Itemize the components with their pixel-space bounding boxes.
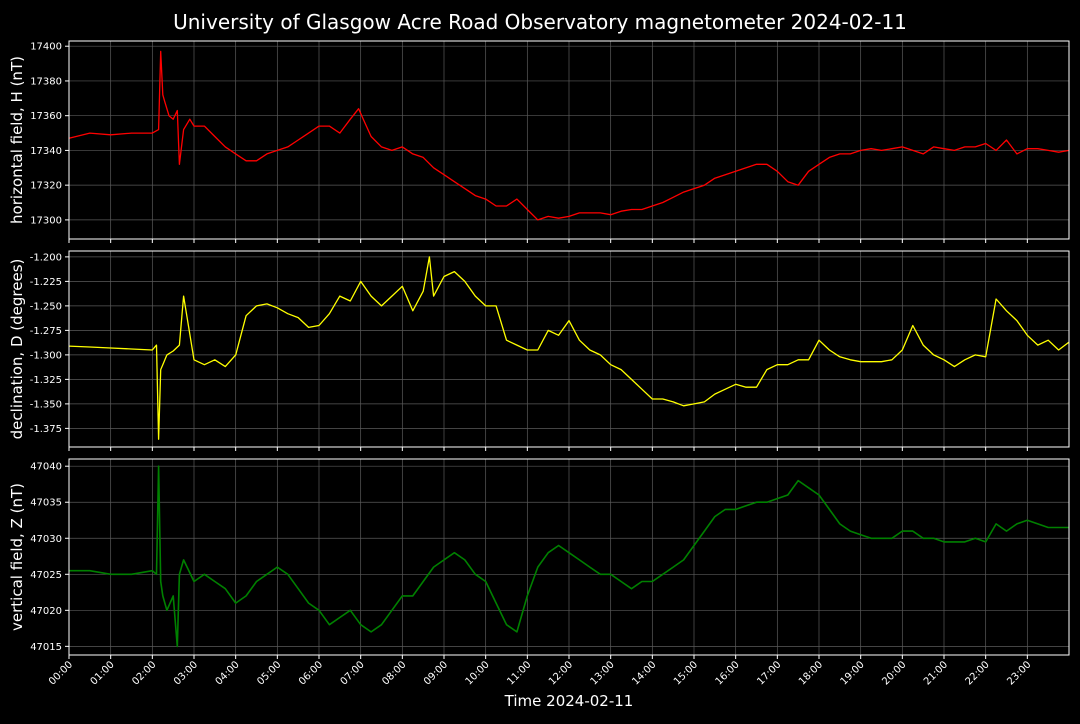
y-tick-label: -1.275: [30, 326, 62, 337]
x-axis-label: Time 2024-02-11: [504, 692, 634, 710]
y-tick-label: 17400: [30, 42, 62, 53]
y-tick-label: 47030: [30, 534, 62, 545]
y-tick-label: -1.300: [30, 350, 62, 361]
series-line: [68, 50, 1070, 221]
y-tick-label: 47020: [30, 606, 62, 617]
panel-2: -1.375 -1.350 -1.325 -1.300 -1.275 -1.250 -1.2…: [8, 250, 1070, 451]
y-tick-label: 17360: [30, 111, 62, 122]
y-tick-label: -1.250: [30, 301, 62, 312]
y-tick-label: 47040: [30, 462, 62, 473]
y-tick-label: 17340: [30, 146, 62, 157]
panel-3: 47015 47020 47025 47030 47035 47040 vertical f…: [8, 458, 1070, 659]
series-line: [69, 465, 1069, 648]
y-tick-label: -1.200: [30, 252, 62, 263]
y-tick-label: 17380: [30, 76, 62, 87]
y-axis-label: vertical field, Z (nT): [8, 483, 26, 631]
chart-title: University of Glasgow Acre Road Observat…: [173, 10, 907, 34]
y-tick-label: -1.225: [30, 277, 62, 288]
y-axis-label: horizontal field, H (nT): [8, 56, 26, 224]
y-tick-label: -1.350: [30, 399, 62, 410]
y-tick-label: -1.325: [30, 375, 62, 386]
y-tick-label: -1.375: [30, 424, 62, 435]
series-line: [68, 256, 1070, 440]
y-tick-label: 17300: [30, 215, 62, 226]
y-axis-label: declination, D (degrees): [8, 259, 26, 440]
y-tick-label: 17320: [30, 181, 62, 192]
y-tick-label: 47035: [30, 498, 62, 509]
y-tick-label: 47025: [30, 570, 62, 581]
panel-1: 17300 17320 17340 17360 17380 17400 horizontal…: [8, 40, 1070, 243]
y-tick-label: 47015: [30, 642, 62, 653]
